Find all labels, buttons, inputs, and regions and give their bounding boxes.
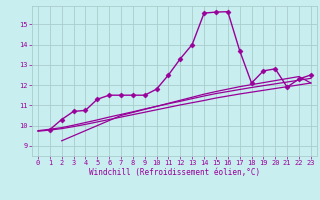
X-axis label: Windchill (Refroidissement éolien,°C): Windchill (Refroidissement éolien,°C) — [89, 168, 260, 177]
